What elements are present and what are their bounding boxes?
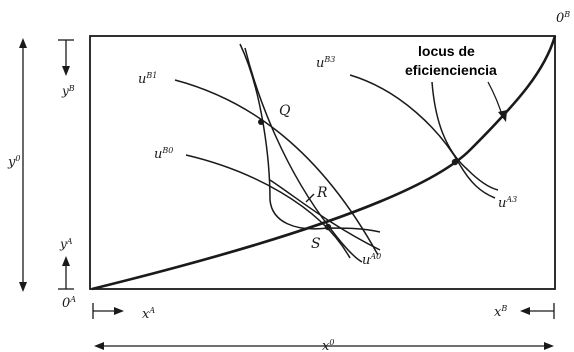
point-e-marker (451, 158, 459, 166)
u-a3-label: uA3 (498, 195, 517, 211)
y-b-arrow (62, 66, 70, 76)
u-b3-label: uB3 (316, 55, 335, 71)
indifference-curve-u-b3 (349, 74, 496, 199)
edgeworth-box (89, 35, 556, 290)
point-q-marker (258, 119, 264, 125)
x-b-label: xB (494, 304, 507, 320)
indifference-curve-u-a0 (269, 179, 381, 251)
locus-label-line1: locus de (418, 43, 475, 59)
y-total-arrow-down (19, 282, 27, 292)
u-b1-label: uB1 (138, 71, 157, 87)
point-q-label: Q (279, 103, 291, 119)
indifference-curve-u-b1 (174, 79, 379, 256)
u-a0-label: uA0 (362, 252, 381, 268)
locus-label-line2: eficienciencia (405, 62, 497, 78)
indifference-curve-a-through-q (239, 43, 381, 233)
contract-curve (91, 35, 557, 291)
origin-b-label: 0B (556, 10, 570, 26)
x-total-arrow-right (544, 342, 554, 350)
x-a-label: xA (142, 306, 155, 322)
y-total-arrow-up (19, 38, 27, 48)
u-b0-label: uB0 (154, 146, 173, 162)
indifference-curve-u-b0 (185, 154, 351, 259)
x-total-label: x0 (322, 338, 334, 352)
point-s-label: S (311, 236, 321, 252)
x-total-arrow-left (94, 342, 104, 350)
x-a-arrow (114, 307, 124, 315)
locus-pointer-arrowhead (498, 110, 507, 122)
y-total-label: y0 (7, 154, 20, 170)
origin-a-label: 0A (62, 295, 76, 311)
point-s-marker (324, 223, 332, 231)
point-r-label: R (316, 185, 328, 201)
y-a-arrow (62, 256, 70, 266)
y-b-label: yB (61, 84, 75, 98)
x-b-arrow (520, 307, 530, 315)
y-a-label: yA (59, 237, 73, 251)
point-r-tick (305, 193, 315, 203)
indifference-curve-u-a3 (431, 81, 499, 191)
